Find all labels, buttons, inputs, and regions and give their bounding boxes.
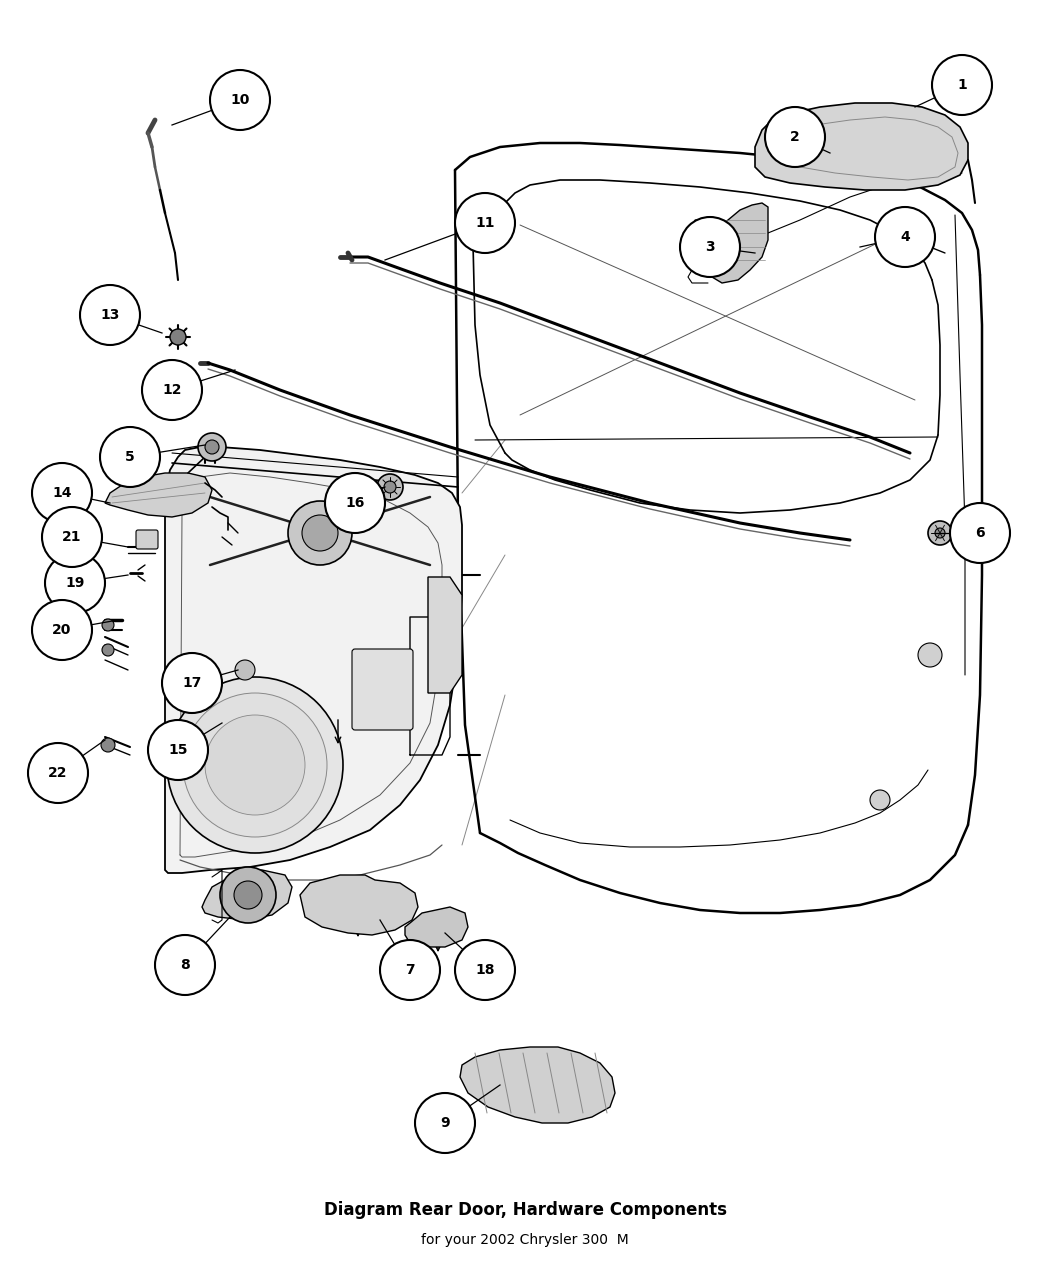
Text: 7: 7 [405, 963, 415, 977]
Text: 4: 4 [900, 230, 910, 244]
FancyBboxPatch shape [352, 649, 413, 731]
Circle shape [162, 653, 222, 713]
Polygon shape [300, 875, 418, 935]
Circle shape [198, 434, 226, 462]
Circle shape [380, 940, 440, 1000]
Circle shape [918, 643, 942, 667]
Circle shape [167, 677, 343, 853]
Polygon shape [202, 870, 292, 921]
Circle shape [170, 329, 186, 346]
Text: 9: 9 [440, 1116, 449, 1130]
Text: 21: 21 [62, 530, 82, 544]
Text: 1: 1 [958, 78, 967, 92]
Circle shape [28, 743, 88, 803]
Circle shape [950, 504, 1010, 564]
Circle shape [80, 286, 140, 346]
Circle shape [32, 463, 92, 523]
Circle shape [100, 427, 160, 487]
Circle shape [377, 474, 403, 500]
Circle shape [102, 644, 114, 657]
Text: 2: 2 [790, 130, 800, 144]
Text: 16: 16 [345, 496, 364, 510]
Text: 12: 12 [163, 382, 182, 397]
Polygon shape [165, 448, 462, 873]
Polygon shape [708, 203, 768, 283]
Circle shape [220, 867, 276, 923]
Circle shape [32, 601, 92, 660]
Circle shape [42, 507, 102, 567]
Circle shape [765, 107, 825, 167]
Circle shape [102, 618, 114, 631]
Circle shape [142, 360, 202, 419]
Polygon shape [405, 907, 468, 947]
Text: 15: 15 [168, 743, 188, 757]
Text: 13: 13 [101, 309, 120, 323]
Text: 14: 14 [52, 486, 71, 500]
Circle shape [934, 528, 945, 538]
Circle shape [908, 230, 928, 250]
Circle shape [455, 193, 514, 252]
Text: 18: 18 [476, 963, 495, 977]
Text: 20: 20 [52, 623, 71, 638]
Text: 11: 11 [476, 215, 495, 230]
Circle shape [101, 738, 116, 752]
Circle shape [205, 440, 219, 454]
Circle shape [680, 217, 740, 277]
Text: 22: 22 [48, 766, 68, 780]
Text: 17: 17 [183, 676, 202, 690]
Circle shape [210, 70, 270, 130]
Circle shape [932, 55, 992, 115]
Text: 10: 10 [230, 93, 250, 107]
Text: 5: 5 [125, 450, 134, 464]
Text: 8: 8 [181, 958, 190, 972]
Text: Diagram Rear Door, Hardware Components: Diagram Rear Door, Hardware Components [323, 1201, 727, 1219]
Polygon shape [460, 1047, 615, 1123]
Circle shape [928, 521, 952, 544]
Circle shape [234, 881, 262, 909]
Text: 19: 19 [65, 576, 85, 590]
Circle shape [302, 515, 338, 551]
Circle shape [875, 207, 934, 266]
Circle shape [148, 720, 208, 780]
FancyBboxPatch shape [136, 530, 158, 550]
Text: for your 2002 Chrysler 300  M: for your 2002 Chrysler 300 M [421, 1233, 629, 1247]
Circle shape [288, 501, 352, 565]
Circle shape [415, 1093, 475, 1153]
Circle shape [384, 481, 396, 493]
Text: 3: 3 [706, 240, 715, 254]
Circle shape [183, 694, 327, 836]
Text: 6: 6 [975, 527, 985, 541]
Polygon shape [428, 578, 462, 694]
Polygon shape [755, 103, 968, 190]
Circle shape [455, 940, 514, 1000]
Circle shape [45, 553, 105, 613]
Polygon shape [105, 473, 212, 516]
Circle shape [326, 473, 385, 533]
Circle shape [205, 715, 304, 815]
Circle shape [155, 935, 215, 994]
Circle shape [870, 790, 890, 810]
Circle shape [235, 660, 255, 680]
